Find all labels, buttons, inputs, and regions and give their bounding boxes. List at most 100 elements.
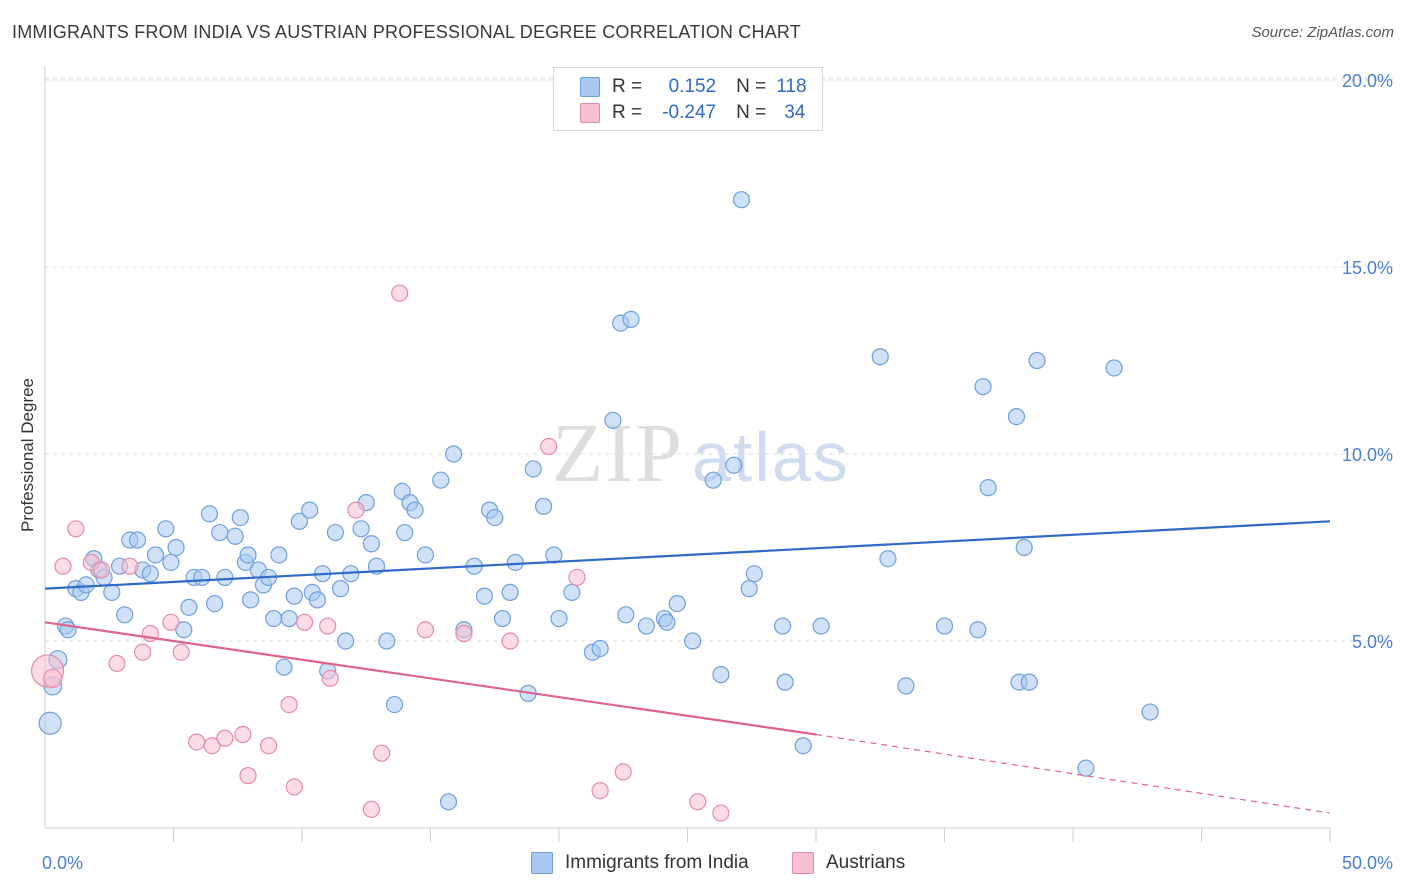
india-point <box>270 546 288 564</box>
y-tick-label: 10.0% <box>1342 445 1393 465</box>
austrian-point <box>591 781 609 800</box>
india-point <box>979 479 997 497</box>
austrian-point <box>234 725 252 744</box>
india-point <box>740 580 758 598</box>
legend-n-value: 34 <box>784 102 806 123</box>
india-point <box>200 505 219 523</box>
india-point <box>175 621 193 639</box>
india-point <box>280 609 298 628</box>
y-tick-label: 15.0% <box>1342 258 1393 278</box>
india-point <box>732 191 751 209</box>
austrian-point <box>203 737 221 755</box>
legend-n-label: N = <box>736 102 767 123</box>
austrian-point <box>614 763 632 781</box>
india-point <box>211 523 229 542</box>
india-point <box>290 512 309 530</box>
legend-n-value: 118 <box>776 76 807 97</box>
legend-row-austrians: R = -0.247 N = 34 <box>580 100 805 126</box>
series-legend-india[interactable]: Immigrants from India <box>531 852 749 874</box>
india-point <box>378 632 396 650</box>
india-point <box>534 497 553 515</box>
india-point <box>146 546 165 564</box>
india-point <box>116 606 134 624</box>
india-point <box>974 378 992 396</box>
series-label-india: Immigrants from India <box>565 852 749 873</box>
austrian-point <box>162 613 180 631</box>
austrian-point <box>54 557 72 575</box>
legend-r-label: R = <box>612 102 643 123</box>
india-point <box>524 460 542 478</box>
india-point <box>167 538 185 557</box>
austrian-point <box>373 744 391 762</box>
india-point <box>794 737 812 755</box>
india-point <box>206 594 224 613</box>
legend-r-value: -0.247 <box>662 102 717 123</box>
legend-swatch-austrians <box>580 103 600 123</box>
austrian-point <box>455 624 473 643</box>
india-point <box>545 546 563 564</box>
india-trend-line <box>44 520 1331 590</box>
austrian-point <box>172 643 190 661</box>
austrian-point <box>321 669 339 688</box>
series-label-austrians: Austrians <box>826 852 906 873</box>
austrian-point <box>92 561 111 579</box>
legend-n-label: N = <box>736 76 767 97</box>
india-point <box>745 565 763 583</box>
austrian-trend-line <box>44 621 817 736</box>
india-point <box>38 711 62 735</box>
series-legend-austrians[interactable]: Austrians <box>792 852 905 874</box>
india-point <box>216 568 234 587</box>
india-point <box>265 609 283 628</box>
india-point <box>658 613 676 631</box>
india-point <box>1007 408 1026 426</box>
india-point <box>242 591 260 609</box>
india-point <box>668 594 686 613</box>
austrian-point <box>43 668 63 689</box>
austrian-point <box>347 501 365 519</box>
india-point <box>725 456 743 474</box>
india-point <box>684 632 702 650</box>
india-point <box>506 553 524 572</box>
india-point <box>871 348 889 366</box>
series-swatch-india <box>531 852 553 874</box>
india-point <box>493 609 512 628</box>
india-point <box>239 546 257 564</box>
x-tick-label: 0.0% <box>42 853 83 873</box>
india-point <box>406 501 424 519</box>
india-point <box>550 609 568 628</box>
india-point <box>385 695 404 714</box>
india-point <box>591 639 609 658</box>
india-point <box>157 520 175 538</box>
india-point <box>812 617 830 635</box>
source-credit: Source: ZipAtlas.com <box>1251 24 1394 41</box>
india-point <box>162 553 180 572</box>
india-point <box>776 673 794 691</box>
india-point <box>193 568 211 587</box>
austrian-point <box>67 520 85 538</box>
austrian-trend-extension <box>815 733 1331 814</box>
india-point <box>501 583 519 601</box>
india-point <box>226 527 244 545</box>
austrian-point <box>689 793 707 811</box>
india-point <box>432 471 450 489</box>
india-point <box>563 583 581 601</box>
india-point <box>622 310 640 328</box>
india-point <box>337 632 355 650</box>
india-point <box>445 445 463 463</box>
india-point <box>326 523 345 542</box>
austrian-point <box>216 729 234 747</box>
india-point <box>637 617 655 635</box>
india-point <box>141 565 159 583</box>
india-point <box>128 531 147 549</box>
india-point <box>712 666 730 684</box>
austrian-point <box>712 804 730 822</box>
india-point <box>935 617 954 635</box>
india-point <box>604 411 622 429</box>
india-point <box>486 508 504 527</box>
india-point <box>308 591 327 609</box>
austrian-point <box>239 767 257 785</box>
series-legend: Immigrants from India Austrians <box>0 852 1406 878</box>
india-point <box>1015 538 1033 557</box>
austrian-point <box>362 800 380 818</box>
austrian-point <box>188 733 206 751</box>
